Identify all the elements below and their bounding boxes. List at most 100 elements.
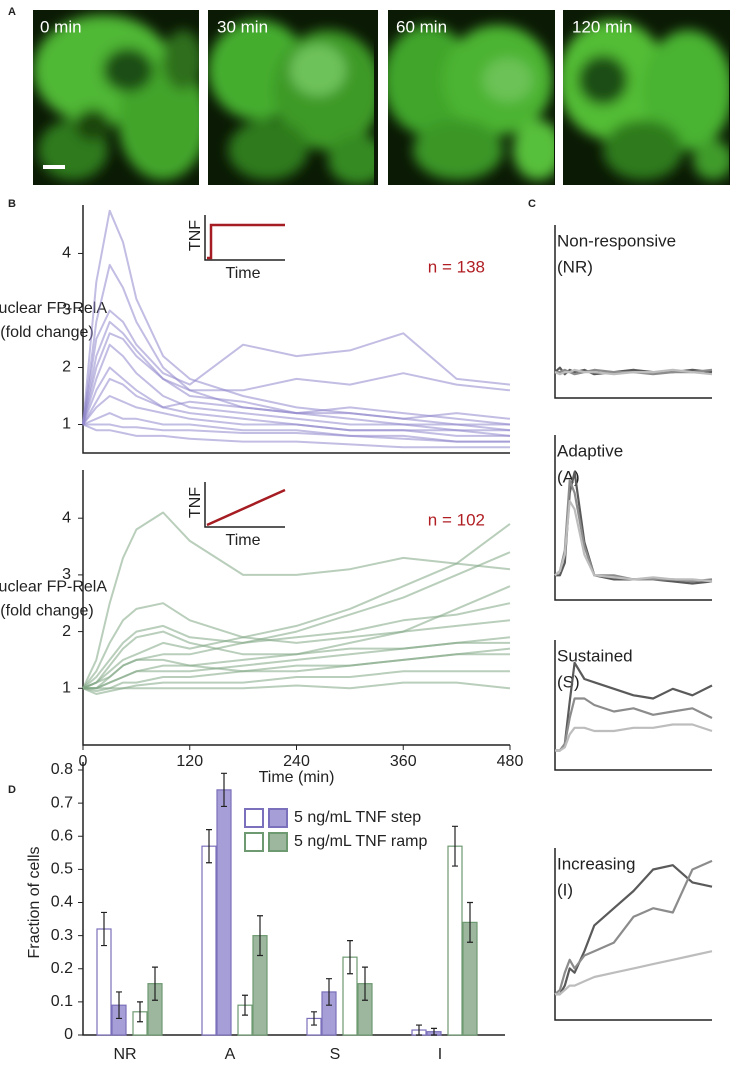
trace bbox=[555, 864, 713, 996]
y-tick-label: 0.7 bbox=[51, 794, 73, 811]
trace bbox=[82, 602, 511, 690]
inset-axis bbox=[204, 482, 285, 528]
error-bar bbox=[137, 1001, 143, 1023]
inset-y-label: TNF bbox=[187, 220, 204, 251]
chart-title: Adaptive bbox=[557, 441, 623, 460]
panel-label: C bbox=[528, 198, 536, 210]
trace bbox=[554, 499, 713, 583]
trace bbox=[82, 395, 511, 437]
annotation: n = 102 bbox=[428, 510, 485, 529]
error-bar bbox=[152, 966, 158, 1001]
x-tick-label: 240 bbox=[283, 753, 310, 770]
y-tick-label: 0.3 bbox=[51, 927, 73, 944]
error-bar bbox=[431, 1027, 437, 1036]
trace bbox=[82, 320, 511, 426]
y-tick-label: 1 bbox=[62, 680, 71, 697]
chart-title: Increasing bbox=[557, 854, 635, 873]
y-axis-label: Nuclear FP-RelA bbox=[0, 300, 107, 317]
axis bbox=[554, 640, 712, 771]
trace bbox=[555, 723, 713, 752]
x-axis-label: Time (min) bbox=[259, 769, 335, 786]
error-bar bbox=[257, 915, 263, 957]
y-tick-label: 0.2 bbox=[51, 960, 73, 977]
y-tick-label: 1 bbox=[62, 416, 71, 433]
error-bar bbox=[242, 994, 248, 1016]
error-bar bbox=[206, 829, 212, 864]
legend-swatch bbox=[244, 832, 264, 852]
trace bbox=[82, 423, 510, 449]
error-bar bbox=[467, 901, 473, 943]
legend-label: 5 ng/mL TNF ramp bbox=[294, 833, 427, 850]
inset-signal bbox=[206, 488, 286, 527]
trace bbox=[83, 423, 510, 443]
error-bar bbox=[326, 978, 332, 1006]
y-tick-label: 0.8 bbox=[51, 761, 73, 778]
error-bar bbox=[452, 825, 458, 867]
y-tick-label: 2 bbox=[62, 623, 71, 640]
x-tick-label: 360 bbox=[390, 753, 417, 770]
trace bbox=[554, 859, 713, 996]
y-axis-label: (fold change) bbox=[0, 603, 93, 620]
error-bar bbox=[101, 911, 107, 947]
trace bbox=[82, 332, 511, 425]
x-tick-label: 0 bbox=[79, 753, 88, 770]
error-bar bbox=[416, 1024, 422, 1036]
error-bar bbox=[362, 966, 368, 1001]
trace bbox=[82, 309, 511, 425]
x-tick-label: S bbox=[330, 1046, 341, 1063]
chart-title: (NR) bbox=[557, 257, 593, 276]
axis bbox=[82, 205, 510, 454]
image-label: 60 min bbox=[396, 17, 447, 36]
x-tick-label: A bbox=[225, 1046, 236, 1063]
inset-signal bbox=[207, 223, 285, 260]
trace bbox=[82, 377, 511, 426]
trace bbox=[82, 263, 511, 432]
axis bbox=[82, 762, 505, 1036]
legend-swatch bbox=[268, 832, 288, 852]
y-tick-label: 0 bbox=[64, 1026, 73, 1043]
micrograph bbox=[563, 10, 730, 185]
y-axis-label: Fraction of cells bbox=[26, 846, 43, 958]
y-tick-label: 0.5 bbox=[51, 861, 73, 878]
trace bbox=[82, 412, 510, 443]
bar bbox=[201, 845, 217, 1036]
axis bbox=[554, 848, 712, 1021]
panel-label: D bbox=[8, 784, 16, 796]
x-tick-label: I bbox=[438, 1046, 442, 1063]
chart-title: Non-responsive bbox=[557, 231, 676, 250]
trace bbox=[82, 366, 510, 437]
micrograph bbox=[33, 10, 199, 185]
legend-label: 5 ng/mL TNF step bbox=[294, 809, 421, 826]
error-bar bbox=[347, 939, 353, 975]
error-bar bbox=[311, 1011, 317, 1026]
trace bbox=[82, 630, 510, 690]
bar bbox=[447, 845, 463, 1036]
micrograph bbox=[388, 10, 555, 185]
x-tick-label: 480 bbox=[497, 753, 524, 770]
trace bbox=[555, 950, 713, 996]
micrograph bbox=[208, 10, 378, 185]
y-tick-label: 0.1 bbox=[51, 993, 73, 1010]
inset-x-label: Time bbox=[226, 265, 261, 282]
trace bbox=[82, 209, 510, 426]
trace bbox=[555, 368, 713, 376]
trace bbox=[82, 681, 511, 695]
y-axis-label: Nuclear FP-RelA bbox=[0, 579, 107, 596]
trace bbox=[82, 670, 510, 693]
image-label: 0 min bbox=[40, 17, 82, 36]
y-axis-label: (fold change) bbox=[0, 324, 93, 341]
annotation: n = 138 bbox=[428, 257, 485, 276]
trace bbox=[82, 551, 511, 690]
trace bbox=[83, 647, 511, 690]
trace bbox=[82, 511, 511, 689]
trace bbox=[82, 523, 511, 690]
y-tick-label: 0.6 bbox=[51, 827, 73, 844]
y-tick-label: 3 bbox=[62, 302, 71, 319]
bar bbox=[216, 789, 232, 1036]
panel-label: B bbox=[8, 198, 16, 210]
trace bbox=[555, 697, 713, 752]
y-tick-label: 3 bbox=[62, 566, 71, 583]
y-tick-label: 2 bbox=[62, 359, 71, 376]
error-bar bbox=[221, 772, 227, 808]
x-tick-label: NR bbox=[113, 1046, 136, 1063]
